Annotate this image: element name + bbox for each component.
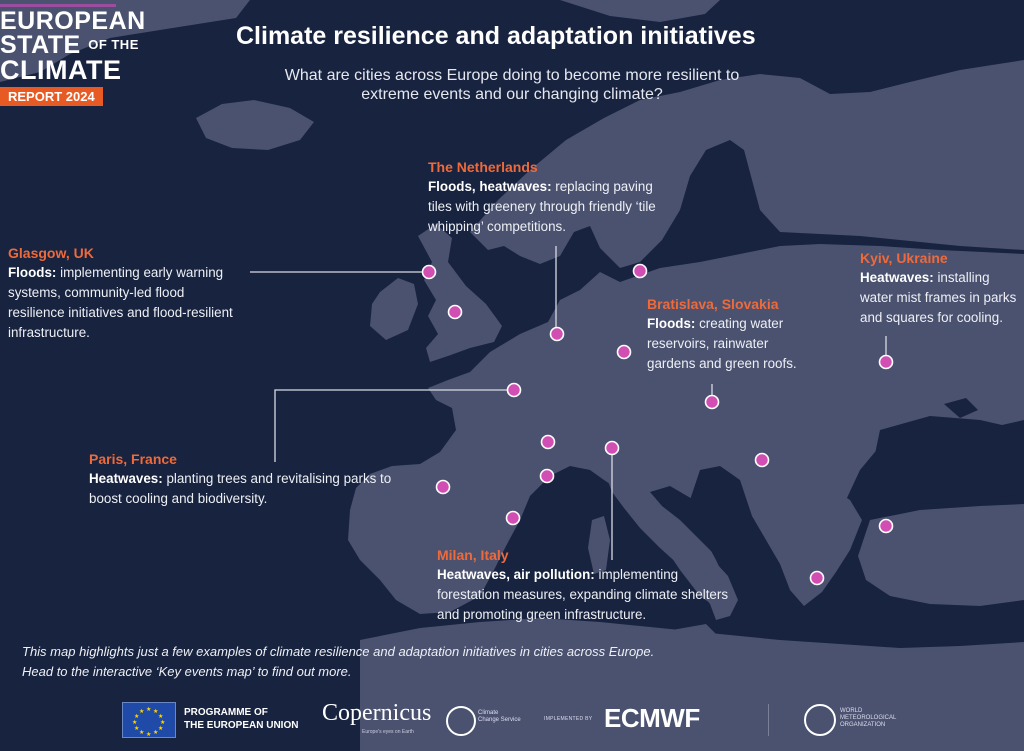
ecmwf-text: ECMWF — [604, 703, 700, 733]
ccs-line-1: Climate — [478, 710, 499, 716]
arctic-landmass — [560, 0, 720, 22]
leader-lines — [250, 246, 887, 560]
black-sea — [870, 416, 1024, 504]
copernicus-tagline: Europe's eyes on Earth — [362, 729, 414, 735]
baltic-sea — [660, 150, 746, 262]
marker-netherlands[interactable] — [549, 326, 565, 342]
marker-belgrade[interactable] — [754, 452, 770, 468]
eu-programme-line-1: PROGRAMME OF — [184, 707, 268, 718]
page-title: Climate resilience and adaptation initia… — [236, 22, 756, 50]
city-initiative: installing water mist frames in parks an… — [860, 270, 1017, 325]
wmo-line-2: METEOROLOGICAL — [840, 715, 897, 721]
report-year-badge: REPORT 2024 — [0, 87, 103, 107]
city-initiative: implementing early warning systems, comm… — [8, 265, 233, 340]
city-hazard: Floods, heatwaves: — [428, 179, 552, 194]
anatolia-landmass — [858, 504, 1024, 606]
marker-berlin[interactable] — [616, 344, 632, 360]
city-name: Bratislava, Slovakia — [647, 296, 779, 312]
north-africa-landmass — [360, 618, 1024, 751]
climate-change-service-label: Climate Change Service — [478, 710, 521, 724]
marker-lyon[interactable] — [540, 434, 556, 450]
ccs-line-2: Change Service — [478, 717, 521, 723]
logo-rule — [0, 4, 116, 7]
footer-divider — [768, 704, 769, 736]
ecmwf-logo: ECMWF — [604, 703, 700, 734]
greenland-landmass — [0, 0, 250, 82]
marker-barcelona[interactable] — [505, 510, 521, 526]
eu-programme-label: PROGRAMME OF THE EUROPEAN UNION — [184, 706, 298, 732]
city-card-bratislava: Bratislava, Slovakia Floods: creating wa… — [647, 294, 817, 374]
eu-programme-line-2: THE EUROPEAN UNION — [184, 720, 299, 731]
sardinia-landmass — [588, 516, 610, 574]
marker-bordeaux[interactable] — [435, 479, 451, 495]
city-initiative: replacing paving tiles with greenery thr… — [428, 179, 656, 234]
city-initiative: implementing forestation measures, expan… — [437, 567, 729, 622]
city-name: The Netherlands — [428, 159, 538, 175]
city-hazard: Floods: — [647, 316, 696, 331]
britain-landmass — [418, 224, 502, 362]
leader-paris — [274, 389, 514, 462]
logo-line-2-main: STATE — [0, 30, 81, 59]
marker-athens[interactable] — [809, 570, 825, 586]
marker-milan[interactable] — [604, 440, 620, 456]
scandinavia-landmass — [470, 60, 1024, 268]
logo-line-1: EUROPEAN — [0, 7, 146, 35]
report-logo: EUROPEAN STATE OF THE CLIMATE REPORT 202… — [0, 7, 146, 107]
city-card-netherlands: The Netherlands Floods, heatwaves: repla… — [428, 157, 658, 237]
marker-copenhagen[interactable] — [632, 263, 648, 279]
marker-marseille[interactable] — [539, 468, 555, 484]
city-markers — [421, 263, 894, 586]
partner-logos: ★ ★ ★ ★ ★ ★ ★ ★ ★ ★ ★ ★ PROGRAMME OF THE EUROPEAN U… — [0, 696, 1024, 746]
footnote: This map highlights just a few examples … — [22, 642, 654, 682]
climate-change-service-icon — [446, 706, 476, 736]
marker-uk-england[interactable] — [447, 304, 463, 320]
wmo-label: WORLD METEOROLOGICAL ORGANIZATION — [840, 708, 896, 729]
city-hazard: Heatwaves: — [860, 270, 934, 285]
city-card-paris: Paris, France Heatwaves: planting trees … — [89, 449, 409, 509]
marker-kyiv[interactable] — [878, 354, 894, 370]
marker-glasgow[interactable] — [421, 264, 437, 280]
marker-paris[interactable] — [506, 382, 522, 398]
wmo-line-1: WORLD — [840, 708, 863, 714]
marker-istanbul[interactable] — [878, 518, 894, 534]
logo-line-3: CLIMATE — [0, 54, 122, 85]
copernicus-logo: Copernicus — [322, 700, 432, 726]
implemented-by-label: IMPLEMENTED BY — [544, 716, 593, 722]
wmo-emblem-icon — [804, 704, 836, 736]
city-name: Paris, France — [89, 451, 177, 467]
logo-line-2-small: OF THE — [88, 36, 139, 52]
city-name: Milan, Italy — [437, 547, 509, 563]
balkans-landmass — [740, 470, 862, 606]
city-hazard: Floods: — [8, 265, 57, 280]
city-card-milan: Milan, Italy Heatwaves, air pollution: i… — [437, 545, 737, 625]
page-subtitle: What are cities across Europe doing to b… — [284, 67, 740, 103]
italy-landmass — [604, 466, 738, 620]
city-card-kyiv: Kyiv, Ukraine Heatwaves: installing wate… — [860, 248, 1022, 328]
azov-sea — [944, 398, 978, 418]
wmo-line-3: ORGANIZATION — [840, 722, 886, 728]
city-name: Glasgow, UK — [8, 245, 94, 261]
marker-bratislava[interactable] — [704, 394, 720, 410]
footnote-line-1: This map highlights just a few examples … — [22, 644, 655, 659]
city-hazard: Heatwaves: — [89, 471, 163, 486]
city-initiative: planting trees and revitalising parks to… — [89, 471, 392, 506]
ireland-landmass — [370, 278, 418, 340]
iceland-landmass — [196, 100, 314, 150]
city-initiative: creating water reservoirs, rainwater gar… — [647, 316, 797, 371]
city-hazard: Heatwaves, air pollution: — [437, 567, 595, 582]
city-name: Kyiv, Ukraine — [860, 250, 948, 266]
logo-line-2: STATE OF THE — [0, 30, 146, 59]
city-card-glasgow: Glasgow, UK Floods: implementing early w… — [8, 243, 238, 343]
eu-flag-icon: ★ ★ ★ ★ ★ ★ ★ ★ ★ ★ ★ ★ — [122, 702, 176, 738]
footnote-line-2: Head to the interactive ‘Key events map’… — [22, 664, 352, 679]
adriatic-sea — [650, 486, 732, 560]
